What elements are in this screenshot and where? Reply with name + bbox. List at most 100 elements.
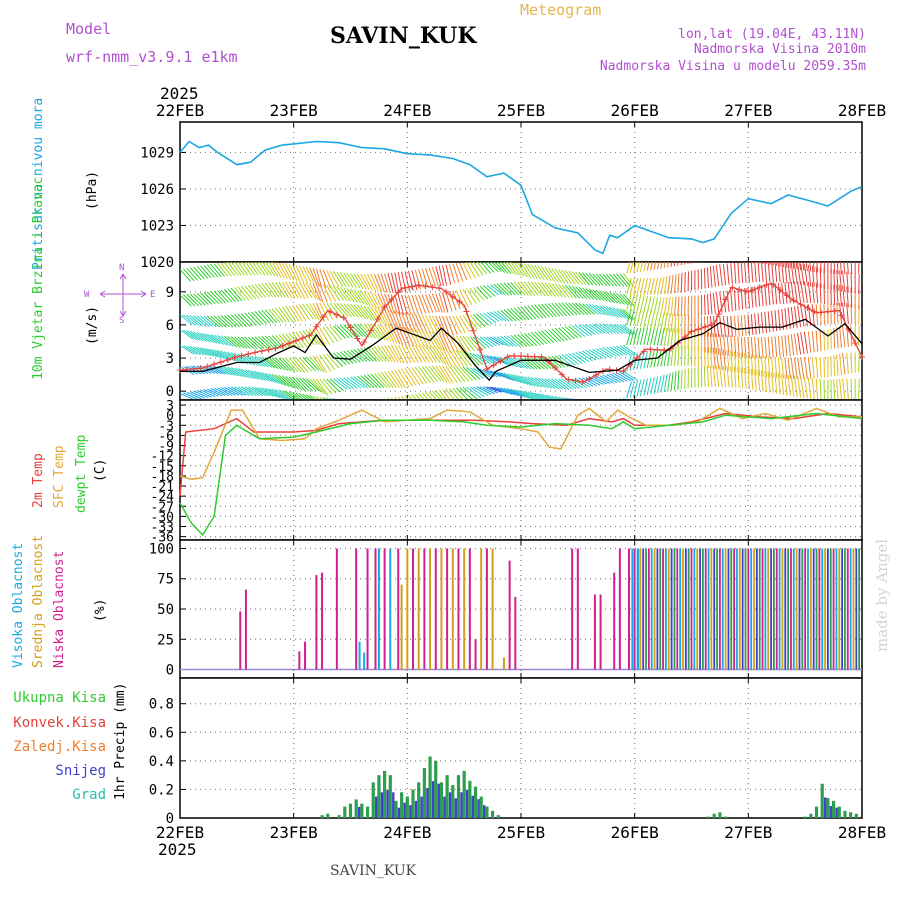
wind-barb	[802, 262, 805, 271]
wind-gust-marker	[265, 346, 272, 353]
wind-barb	[322, 378, 337, 394]
wind-barb	[363, 323, 377, 339]
wind-ytick-label: 3	[166, 351, 174, 367]
wind-barb	[582, 303, 595, 315]
wind-barb	[582, 350, 597, 361]
wind-barb	[722, 315, 727, 338]
wind-barb	[777, 283, 781, 304]
wind-barb	[435, 365, 448, 383]
wind-barb	[858, 262, 860, 274]
wind-barb	[602, 323, 617, 334]
top-x-tick-4: 26FEB	[611, 101, 659, 120]
wind-barb	[315, 268, 323, 289]
wind-barb	[595, 323, 610, 334]
wind-barb	[401, 344, 412, 364]
wind-barb	[609, 373, 625, 383]
wind-barb	[435, 266, 442, 286]
wind-barb	[554, 395, 562, 400]
wind-barb	[670, 274, 674, 294]
wind-barb	[435, 315, 445, 335]
wind-barb	[428, 391, 438, 400]
wind-barb	[650, 311, 655, 329]
wind-barb	[750, 262, 754, 283]
wind-barb	[203, 315, 217, 327]
wind-barb	[571, 352, 586, 364]
wind-barb	[271, 388, 287, 400]
wind-barb	[258, 371, 273, 383]
wind-gust-marker	[818, 309, 825, 316]
precip-total-bar	[712, 813, 716, 818]
wind-barb	[816, 262, 819, 273]
wind-barb	[329, 285, 341, 302]
precip-total-bar	[473, 786, 478, 818]
wind-barb	[585, 303, 599, 315]
wind-barb	[213, 263, 225, 277]
wind-barb	[496, 356, 512, 366]
wind-barb	[244, 262, 256, 276]
wind-barb	[764, 370, 768, 392]
wind-barb	[839, 262, 843, 275]
wind-barb	[356, 304, 369, 320]
wind-barb	[455, 335, 467, 353]
wind-barb	[803, 281, 808, 303]
wind-barb	[408, 313, 417, 333]
wind-barb	[370, 292, 381, 310]
wind-barb	[442, 265, 448, 286]
wind-barb	[639, 277, 645, 296]
wind-barb	[790, 357, 795, 380]
wind-barb	[619, 308, 633, 321]
temp-ytick-label: -9	[158, 440, 174, 455]
wind-gust-marker	[558, 371, 565, 378]
wind-barb	[673, 274, 677, 294]
wind-barb	[244, 312, 257, 326]
wind-barb	[656, 262, 660, 270]
wind-gust-marker	[463, 308, 470, 315]
wind-barb	[384, 345, 396, 363]
wind-barb	[833, 379, 836, 400]
cloud-ylabel-unit: (%)	[93, 599, 108, 622]
wind-barb	[255, 262, 266, 276]
wind-barb	[599, 305, 613, 317]
wind-barb	[715, 292, 720, 314]
wind-barb	[673, 371, 677, 391]
wind-barb	[797, 305, 802, 328]
wind-barb	[646, 262, 650, 271]
wind-barb	[421, 366, 435, 383]
precip-total-bar	[706, 816, 711, 818]
wind-barb	[404, 395, 409, 400]
wind-gust-marker	[756, 284, 763, 291]
wind-barb	[469, 352, 484, 365]
wind-barb	[643, 378, 649, 396]
wind-barb	[339, 377, 355, 390]
wind-gust-marker	[811, 308, 818, 315]
wind-barb	[667, 328, 671, 347]
elevation: Nadmorska Visina 2010m	[694, 42, 866, 57]
wind-barb	[507, 373, 522, 384]
precip-snow-bar	[437, 783, 440, 818]
wind-barb	[186, 391, 202, 400]
wind-barb	[268, 262, 279, 277]
wind-barb	[353, 376, 369, 389]
wind-gust-marker	[367, 327, 374, 334]
wind-barb	[350, 303, 363, 318]
wind-barb	[390, 344, 402, 364]
wind-barb	[784, 282, 788, 304]
wind-barb	[285, 357, 299, 373]
wind-gust-marker	[299, 334, 306, 341]
wind-barb	[571, 325, 586, 337]
wind-barb	[709, 365, 713, 387]
wind-barb	[660, 262, 663, 269]
wind-barb	[585, 324, 600, 335]
wind-barb	[858, 274, 860, 294]
wind-barb	[747, 368, 750, 390]
wind-barb	[636, 262, 640, 273]
wind-barb	[240, 285, 253, 300]
wind-barb	[186, 330, 201, 341]
wind-barb	[230, 262, 242, 276]
wind-barb	[305, 329, 319, 345]
wind-barb	[846, 262, 849, 275]
wind-barb	[551, 395, 560, 400]
wind-barb	[709, 332, 713, 354]
wind-barb	[663, 262, 666, 269]
wind-barb	[367, 291, 378, 309]
